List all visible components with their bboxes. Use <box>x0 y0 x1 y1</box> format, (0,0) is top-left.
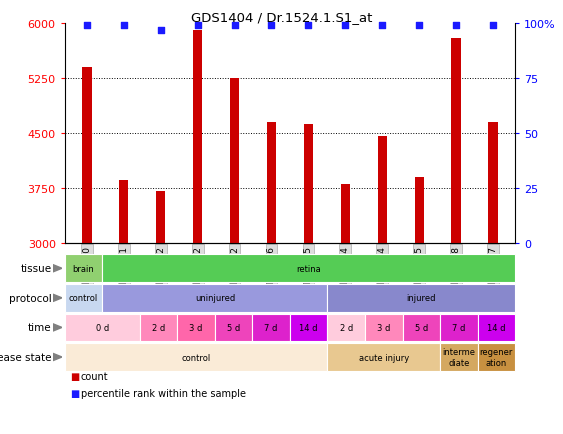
Text: control: control <box>181 353 211 362</box>
Polygon shape <box>53 265 62 272</box>
Point <box>230 23 239 30</box>
Bar <box>304 125 313 434</box>
Text: percentile rank within the sample: percentile rank within the sample <box>81 388 245 398</box>
Point <box>304 23 313 30</box>
Bar <box>82 68 92 434</box>
Polygon shape <box>53 295 62 302</box>
Text: injured: injured <box>406 294 436 302</box>
Text: time: time <box>28 323 52 332</box>
Text: disease state: disease state <box>0 352 52 362</box>
Bar <box>452 39 461 434</box>
Bar <box>414 178 424 434</box>
Polygon shape <box>53 324 62 331</box>
Point <box>341 23 350 30</box>
Polygon shape <box>53 354 62 361</box>
Bar <box>156 192 166 434</box>
Point <box>378 23 387 30</box>
Bar <box>119 181 128 434</box>
Text: 3 d: 3 d <box>377 323 391 332</box>
Text: protocol: protocol <box>9 293 52 303</box>
Point <box>119 23 128 30</box>
Text: 14 d: 14 d <box>487 323 506 332</box>
Bar <box>341 184 350 434</box>
Point <box>452 23 461 30</box>
Bar <box>193 31 202 434</box>
Text: 14 d: 14 d <box>300 323 318 332</box>
Bar <box>230 79 239 434</box>
Text: uninjured: uninjured <box>195 294 235 302</box>
Text: 0 d: 0 d <box>96 323 109 332</box>
Text: 5 d: 5 d <box>227 323 240 332</box>
Text: acute injury: acute injury <box>359 353 409 362</box>
Text: 2 d: 2 d <box>339 323 353 332</box>
Text: ■: ■ <box>70 372 79 381</box>
Text: GDS1404 / Dr.1524.1.S1_at: GDS1404 / Dr.1524.1.S1_at <box>191 11 372 24</box>
Text: 7 d: 7 d <box>452 323 466 332</box>
Bar <box>378 137 387 434</box>
Text: 5 d: 5 d <box>415 323 428 332</box>
Text: 7 d: 7 d <box>265 323 278 332</box>
Text: 3 d: 3 d <box>189 323 203 332</box>
Text: tissue: tissue <box>21 264 52 273</box>
Text: count: count <box>81 372 108 381</box>
Text: retina: retina <box>296 264 321 273</box>
Bar <box>488 122 498 434</box>
Point <box>267 23 276 30</box>
Text: ■: ■ <box>70 388 79 398</box>
Text: control: control <box>69 294 98 302</box>
Point <box>82 23 91 30</box>
Point <box>193 23 202 30</box>
Text: 2 d: 2 d <box>152 323 165 332</box>
Point <box>156 27 165 34</box>
Text: brain: brain <box>73 264 95 273</box>
Point <box>489 23 498 30</box>
Text: regener
ation: regener ation <box>480 348 513 367</box>
Text: interme
diate: interme diate <box>443 348 475 367</box>
Point <box>415 23 424 30</box>
Bar <box>267 122 276 434</box>
